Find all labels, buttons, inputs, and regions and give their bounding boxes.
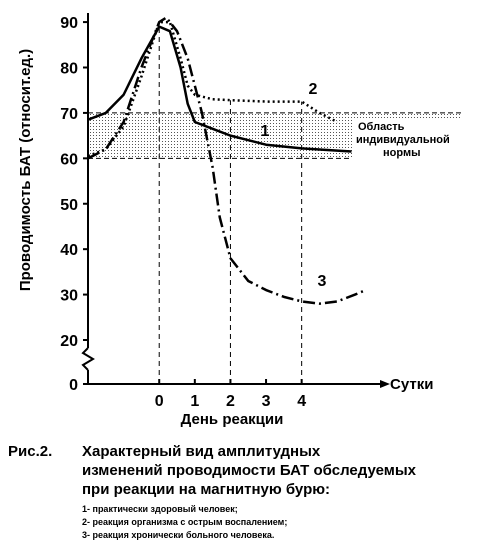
y-tick-label: 40 xyxy=(60,242,78,259)
x-tick-label: 4 xyxy=(297,393,306,410)
series-label: 3 xyxy=(318,273,327,290)
y-tick-label: 90 xyxy=(60,15,78,32)
x-tick-label: 2 xyxy=(226,393,235,410)
caption: Рис.2. Характерный вид амплитудных измен… xyxy=(8,443,417,540)
x-tick-label: 1 xyxy=(190,393,199,410)
series-label: 2 xyxy=(309,81,318,98)
y-tick-label: 50 xyxy=(60,197,78,214)
series-line xyxy=(87,20,338,158)
caption-item: 2- реакция организма с острым воспаление… xyxy=(82,517,287,527)
norm-label: нормы xyxy=(383,147,420,159)
x-tick-label: 3 xyxy=(262,393,271,410)
y-tick-label: 80 xyxy=(60,61,78,78)
y-tick-label: 20 xyxy=(60,333,78,350)
norm-label-bg xyxy=(352,118,464,160)
y-tick-label: 0 xyxy=(69,377,78,394)
y-tick-label: 60 xyxy=(60,151,78,168)
caption-label: Рис.2. xyxy=(8,443,52,460)
x-unit-label: Сутки xyxy=(390,376,433,393)
x-axis-arrow xyxy=(380,380,390,388)
y-tick-label: 30 xyxy=(60,288,78,305)
caption-line: при реакции на магнитную бурю: xyxy=(82,481,330,498)
axis-break xyxy=(81,347,95,371)
caption-line: изменений проводимости БАТ обследуемых xyxy=(82,462,417,479)
y-tick-label: 70 xyxy=(60,106,78,123)
caption-item: 3- реакция хронически больного человека. xyxy=(82,530,274,540)
x-tick-label: 0 xyxy=(155,393,164,410)
series-line xyxy=(87,16,367,305)
norm-label: индивидуальной xyxy=(356,134,450,146)
series-line xyxy=(87,25,352,153)
norm-label: Область xyxy=(358,121,405,133)
x-axis-label: День реакции xyxy=(181,411,284,428)
caption-line: Характерный вид амплитудных xyxy=(82,443,321,460)
series-label: 1 xyxy=(261,123,270,140)
caption-item: 1- практически здоровый человек; xyxy=(82,504,238,514)
y-axis-label: Проводимость БАТ (относит.ед.) xyxy=(17,49,34,291)
